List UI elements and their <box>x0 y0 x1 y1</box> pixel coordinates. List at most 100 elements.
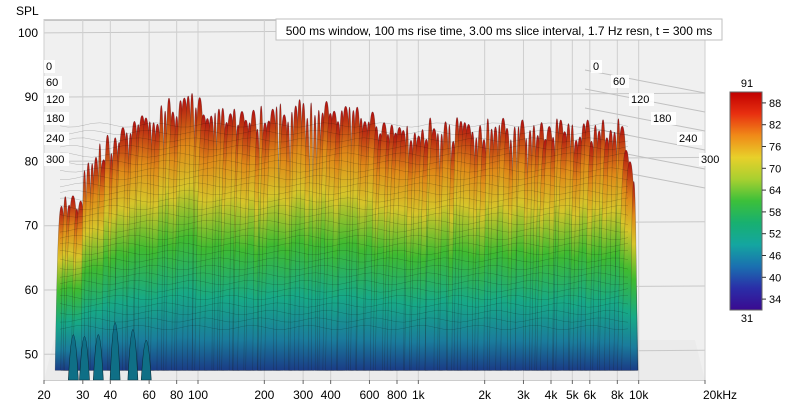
time-tick-label-right: 180 <box>653 113 671 125</box>
time-tick-label-right: 0 <box>593 61 599 73</box>
contour-line <box>59 160 629 165</box>
time-label-bg-left <box>44 93 69 106</box>
x-tick-label: 800 <box>387 388 407 402</box>
colorbar-tick-label: 58 <box>769 207 781 219</box>
x-tick-label: 2k <box>478 388 492 402</box>
contour-line <box>59 325 629 330</box>
low-frequency-notch <box>127 329 139 381</box>
colorbar-tick-label: 64 <box>769 185 781 197</box>
x-tick-label: 30 <box>76 388 90 402</box>
contour-line <box>59 197 629 203</box>
contour-line <box>59 302 629 308</box>
contour-line <box>59 265 629 270</box>
x-tick-label: 60 <box>142 388 156 402</box>
x-tick-label: 20 <box>37 388 51 402</box>
contour-line <box>59 250 629 255</box>
colorbar-tick-label: 82 <box>769 120 781 132</box>
time-tick-label-right: 60 <box>613 76 625 88</box>
x-tick-label: 1k <box>412 388 426 402</box>
depth-grid-line <box>584 126 706 151</box>
contour-line <box>59 137 629 143</box>
x-tick-label: 5k <box>566 388 580 402</box>
x-tick-label: 8k <box>611 388 625 402</box>
depth-grid-line <box>584 69 706 94</box>
contour-line <box>59 295 629 300</box>
contour-line <box>59 182 629 188</box>
time-tick-label-left: 120 <box>46 94 64 106</box>
time-label-bg-right <box>677 132 702 145</box>
time-label-bg-right <box>611 75 629 88</box>
colorbar-tick-label: 34 <box>769 294 781 306</box>
chart-title: 500 ms window, 100 ms rise time, 3.00 ms… <box>286 24 713 38</box>
x-tick-label: 100 <box>188 388 208 402</box>
time-label-bg-left <box>44 76 62 89</box>
colorbar-tick-label: 52 <box>769 229 781 241</box>
low-frequency-notch <box>79 336 90 381</box>
color-scale-bar: 91 31 88 82 76 70 64 58 52 46 40 34 <box>729 78 781 325</box>
colorbar-tick-label: 70 <box>769 163 781 175</box>
contour-line <box>59 220 629 225</box>
contour-line <box>59 242 629 248</box>
low-frequency-notch <box>68 334 79 381</box>
low-frequency-notch <box>109 322 121 381</box>
time-label-bg-left <box>44 112 69 125</box>
contour-line <box>59 145 629 150</box>
time-tick-label-right: 300 <box>701 154 719 166</box>
depth-grid-line <box>584 107 706 132</box>
x-tick-label: 200 <box>254 388 274 402</box>
x-tick-label: 300 <box>293 388 313 402</box>
low-frequency-notch <box>92 334 104 381</box>
x-tick-label: 400 <box>321 388 341 402</box>
contour-line <box>59 190 629 195</box>
time-label-bg-left <box>44 132 69 145</box>
colorbar-tick-label: 88 <box>769 98 781 110</box>
x-tick-label: 4k <box>545 388 559 402</box>
y-tick-label: 90 <box>25 90 39 104</box>
contour-line <box>59 257 629 263</box>
contour-line <box>59 317 629 323</box>
waterfall-ridge <box>630 181 638 371</box>
low-frequency-notch <box>140 340 152 381</box>
time-label-bg-left <box>44 60 55 73</box>
time-tick-label-left: 0 <box>46 61 52 73</box>
time-label-bg-right <box>651 112 676 125</box>
contour-line <box>59 272 629 278</box>
time-label-bg-left <box>44 153 69 166</box>
y-tick-label: 60 <box>25 283 39 297</box>
time-tick-label-left: 240 <box>46 133 64 145</box>
x-tick-label: 40 <box>104 388 118 402</box>
x-tick-label: 6k <box>583 388 597 402</box>
x-tick-label: 80 <box>170 388 184 402</box>
time-tick-label-left: 180 <box>46 113 64 125</box>
colorbar-gradient <box>729 91 763 311</box>
y-axis-label: SPL <box>16 4 39 18</box>
colorbar-min-label: 31 <box>741 313 753 325</box>
colorbar-max-label: 91 <box>741 78 753 90</box>
contour-line <box>59 235 629 240</box>
grid-line-h <box>43 92 706 98</box>
waterfall-surface <box>54 93 639 381</box>
y-tick-label: 70 <box>25 219 39 233</box>
x-tick-label: 3k <box>517 388 531 402</box>
contour-line <box>59 122 629 128</box>
colorbar-tick-label: 76 <box>769 142 781 154</box>
time-label-bg-right <box>629 93 654 106</box>
time-tick-label-left: 300 <box>46 154 64 166</box>
contour-line <box>59 280 629 285</box>
x-tick-label: 600 <box>359 388 379 402</box>
title-box <box>275 18 723 41</box>
time-tick-label-right: 240 <box>679 133 697 145</box>
contour-line <box>59 287 629 293</box>
contour-line <box>59 130 629 135</box>
x-tick-label: 20kHz <box>703 388 737 402</box>
contour-line <box>59 167 629 173</box>
colorbar-tick-label: 40 <box>769 272 781 284</box>
contour-line <box>59 205 629 210</box>
contour-line <box>59 310 629 315</box>
time-tick-label-left: 60 <box>46 77 58 89</box>
contour-line <box>59 152 629 158</box>
contour-line <box>59 212 629 218</box>
y-tick-label: 50 <box>25 347 39 361</box>
contour-line <box>59 227 629 233</box>
